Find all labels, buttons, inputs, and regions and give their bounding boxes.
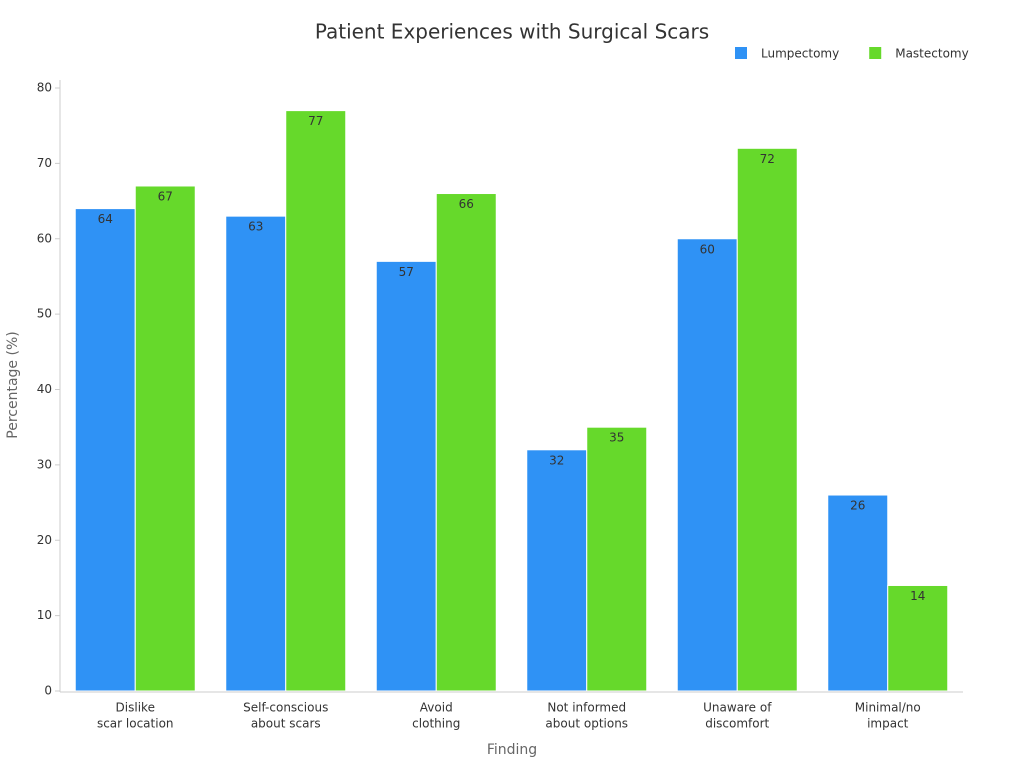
bar xyxy=(676,238,738,692)
y-tick-label: 0 xyxy=(44,684,52,698)
x-tick-label: about options xyxy=(545,717,628,731)
bar xyxy=(225,215,287,692)
value-label: 60 xyxy=(700,242,715,256)
value-label: 14 xyxy=(910,589,925,603)
value-label: 66 xyxy=(459,197,474,211)
bar xyxy=(586,426,648,692)
x-tick-label: impact xyxy=(867,717,909,731)
value-label: 32 xyxy=(549,453,564,467)
x-tick-label: clothing xyxy=(412,717,460,731)
y-tick-label: 80 xyxy=(37,81,52,95)
bar xyxy=(827,494,889,692)
x-axis-label: Finding xyxy=(487,742,537,758)
chart-title: Patient Experiences with Surgical Scars xyxy=(315,20,709,44)
bar xyxy=(375,260,437,692)
x-tick-label: Unaware of xyxy=(703,701,772,715)
bar xyxy=(74,208,136,692)
x-tick-label: Not informed xyxy=(547,701,626,715)
y-tick-label: 30 xyxy=(37,457,52,471)
x-tick-label: discomfort xyxy=(705,717,769,731)
y-tick-label: 70 xyxy=(37,156,52,170)
bar xyxy=(736,147,798,692)
y-tick-label: 10 xyxy=(37,608,52,622)
bar xyxy=(285,110,347,692)
bar xyxy=(887,584,949,692)
value-label: 77 xyxy=(308,114,323,128)
bar xyxy=(435,193,497,692)
bar xyxy=(526,449,588,692)
x-tick-label: Avoid xyxy=(420,701,453,715)
x-tick-label: Self-conscious xyxy=(243,701,328,715)
y-tick-label: 20 xyxy=(37,533,52,547)
y-tick-label: 60 xyxy=(37,231,52,245)
value-label: 35 xyxy=(609,431,624,445)
bar xyxy=(134,185,196,692)
x-tick-label: Minimal/no xyxy=(855,701,921,715)
x-tick-label: about scars xyxy=(251,717,321,731)
y-tick-label: 40 xyxy=(37,382,52,396)
value-label: 72 xyxy=(760,152,775,166)
legend-label: Lumpectomy xyxy=(761,47,839,61)
legend-swatch xyxy=(869,47,882,59)
value-label: 26 xyxy=(850,499,865,513)
value-label: 57 xyxy=(399,265,414,279)
value-label: 63 xyxy=(248,220,263,234)
value-label: 67 xyxy=(158,189,173,203)
legend-label: Mastectomy xyxy=(895,47,968,61)
x-tick-label: Dislike xyxy=(116,701,155,715)
x-tick-label: scar location xyxy=(97,717,174,731)
legend-swatch xyxy=(735,47,747,59)
y-axis-label: Percentage (%) xyxy=(5,331,21,438)
value-label: 64 xyxy=(98,212,113,226)
y-tick-label: 50 xyxy=(37,307,52,321)
